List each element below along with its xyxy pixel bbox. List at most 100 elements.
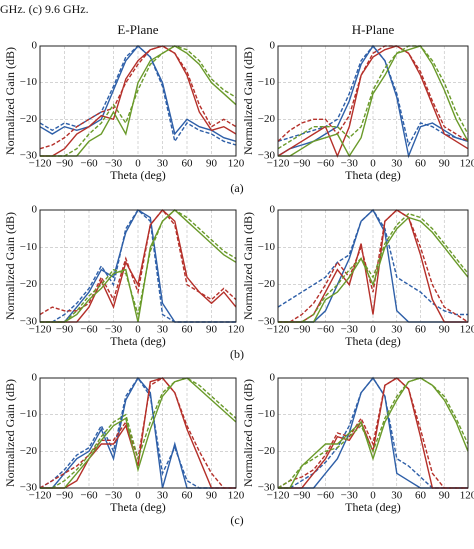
y-tick-label: −30 <box>20 482 38 494</box>
x-tick-label: 60 <box>182 324 194 336</box>
x-tick-label: 120 <box>228 158 245 170</box>
x-tick-label: −120 <box>267 158 290 170</box>
x-tick-label: 90 <box>439 324 451 336</box>
y-axis-label: Normalized Gain (dB) <box>3 379 17 487</box>
y-tick-label: −10 <box>20 241 38 253</box>
x-tick-label: 0 <box>370 324 376 336</box>
x-tick-label: 60 <box>415 158 427 170</box>
x-tick-label: 30 <box>157 490 169 502</box>
y-tick-label: −10 <box>258 76 276 88</box>
y-tick-label: −30 <box>20 150 38 162</box>
x-tick-label: 30 <box>391 324 403 336</box>
x-tick-label: −30 <box>105 324 123 336</box>
y-tick-label: 0 <box>270 40 276 52</box>
y-tick-label: 0 <box>270 204 276 216</box>
x-tick-label: −60 <box>80 324 98 336</box>
y-axis-label: Normalized Gain (dB) <box>3 47 17 155</box>
plot-frame <box>277 45 469 157</box>
y-tick-label: −30 <box>258 150 276 162</box>
x-tick-label: −90 <box>56 158 74 170</box>
y-tick-label: −30 <box>258 316 276 328</box>
x-axis-label: Theta (deg) <box>110 168 166 182</box>
x-axis-label: Theta (deg) <box>345 168 401 182</box>
x-tick-label: −90 <box>293 490 311 502</box>
gain-curve <box>40 377 236 489</box>
x-tick-label: 90 <box>206 490 218 502</box>
x-tick-label: 120 <box>228 490 245 502</box>
x-tick-label: −120 <box>267 490 290 502</box>
x-tick-label: 60 <box>415 490 427 502</box>
gain-curve <box>39 376 236 489</box>
x-tick-label: 90 <box>206 158 218 170</box>
plot-frame <box>39 377 237 489</box>
x-tick-label: 30 <box>157 324 169 336</box>
x-tick-label: −120 <box>29 324 52 336</box>
y-tick-label: 0 <box>32 40 38 52</box>
caption: (a) <box>230 181 243 195</box>
x-tick-label: −30 <box>341 324 359 336</box>
y-tick-label: −20 <box>258 113 276 125</box>
x-tick-label: 0 <box>135 158 141 170</box>
x-axis-label: Theta (deg) <box>110 334 166 348</box>
x-tick-label: −90 <box>293 324 311 336</box>
x-axis-label: Theta (deg) <box>345 500 401 514</box>
x-axis-label: Theta (deg) <box>110 500 166 514</box>
plot-frame <box>277 377 469 489</box>
x-tick-label: 120 <box>228 324 245 336</box>
gain-curve <box>277 377 469 489</box>
y-tick-label: −30 <box>20 316 38 328</box>
y-axis-label: Normalized Gain (dB) <box>241 47 255 155</box>
gain-curve <box>278 212 469 323</box>
y-tick-label: −20 <box>20 278 38 290</box>
gain-curve <box>39 208 237 316</box>
x-tick-label: −60 <box>80 158 98 170</box>
header-text: GHz. (c) 9.6 GHz. <box>0 2 89 16</box>
plot-frame <box>277 209 469 323</box>
x-tick-label: −30 <box>105 158 123 170</box>
x-tick-label: −30 <box>105 490 123 502</box>
x-tick-label: 120 <box>460 158 474 170</box>
plot-frame <box>39 209 237 323</box>
y-tick-label: −10 <box>20 76 38 88</box>
gain-curve <box>278 209 469 323</box>
x-tick-label: −120 <box>29 158 52 170</box>
x-tick-label: −90 <box>56 324 74 336</box>
gain-curve <box>277 45 469 142</box>
x-tick-label: 30 <box>157 158 169 170</box>
y-tick-label: 0 <box>270 372 276 384</box>
y-tick-label: 0 <box>32 372 38 384</box>
x-tick-label: 60 <box>182 158 194 170</box>
y-axis-label: Normalized Gain (dB) <box>241 212 255 320</box>
gain-curve <box>39 45 237 150</box>
x-tick-label: 120 <box>460 490 474 502</box>
x-tick-label: 90 <box>439 158 451 170</box>
x-tick-label: 90 <box>439 490 451 502</box>
x-tick-label: 90 <box>206 324 218 336</box>
y-tick-label: −20 <box>258 278 276 290</box>
x-tick-label: −90 <box>293 158 311 170</box>
x-tick-label: 60 <box>415 324 427 336</box>
x-axis-label: Theta (deg) <box>345 334 401 348</box>
x-tick-label: −120 <box>29 490 52 502</box>
x-tick-label: −120 <box>267 324 290 336</box>
gain-curve <box>40 45 237 157</box>
x-tick-label: −90 <box>56 490 74 502</box>
x-tick-label: 0 <box>135 490 141 502</box>
x-tick-label: −60 <box>80 490 98 502</box>
gain-curve <box>40 377 237 489</box>
plot-frame <box>39 45 237 157</box>
y-tick-label: 0 <box>32 204 38 216</box>
x-tick-label: 0 <box>135 324 141 336</box>
gain-curve <box>40 45 237 157</box>
gain-curve <box>277 45 469 150</box>
x-tick-label: −60 <box>317 490 335 502</box>
y-tick-label: −30 <box>258 482 276 494</box>
y-tick-label: −20 <box>20 113 38 125</box>
gain-curve <box>277 45 469 158</box>
x-tick-label: 30 <box>391 490 403 502</box>
x-tick-label: −60 <box>317 158 335 170</box>
x-tick-label: 0 <box>370 158 376 170</box>
x-tick-label: 0 <box>370 490 376 502</box>
x-tick-label: 30 <box>391 158 403 170</box>
